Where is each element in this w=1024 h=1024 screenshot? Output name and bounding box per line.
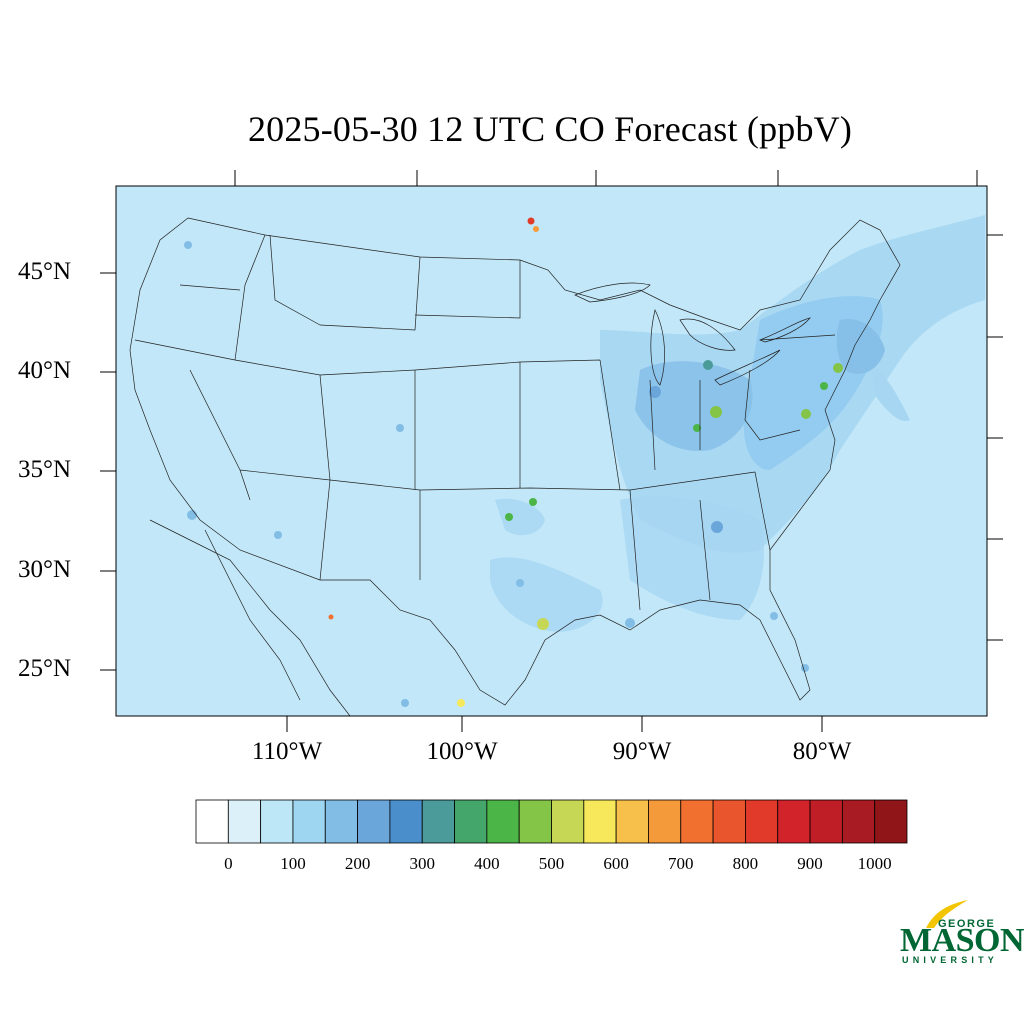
hotspot-houston — [537, 618, 549, 630]
colorbar-tick-label: 700 — [668, 854, 694, 873]
colorbar — [195, 799, 908, 844]
us-outline — [129, 217, 901, 706]
atlantic-plume — [870, 360, 910, 421]
colorbar-swatch-11 — [551, 799, 585, 844]
right-ticks — [987, 234, 1003, 641]
colorbar-tick-label: 400 — [474, 854, 500, 873]
hotspot-washington — [801, 409, 811, 419]
lon-label-100w: 100°W — [426, 738, 498, 765]
colorbar-tick-label: 500 — [538, 854, 565, 873]
hotspot-nyc — [833, 363, 843, 373]
hotspot-lake-superior-2 — [533, 226, 539, 232]
lon-label-90w: 90°W — [612, 738, 672, 765]
logo-university: UNIVERSITY — [902, 955, 999, 965]
colorbar-swatch-10 — [518, 799, 552, 844]
hotspot-ohio — [710, 406, 722, 418]
hotspot-seattle — [184, 241, 192, 249]
colorbar-swatch-3 — [292, 799, 326, 844]
logo-mason: MASON — [900, 922, 1024, 959]
colorbar-swatch-16 — [712, 799, 746, 844]
map-frame — [115, 185, 988, 717]
logo-george: GEORGE — [938, 918, 996, 930]
colorbar-swatch-1 — [227, 799, 262, 844]
lat-label-30: 30°N — [18, 556, 72, 583]
hotspot-philadelphia — [820, 382, 828, 390]
map-title: 2025-05-30 12 UTC CO Forecast (ppbV) — [247, 109, 853, 149]
colorbar-swatch-2 — [260, 799, 294, 844]
gmu-logo: GEORGE MASON UNIVERSITY — [898, 896, 1024, 968]
hotspot-los-angeles — [187, 510, 197, 520]
hotspot-tulsa — [529, 498, 537, 506]
great-lakes — [574, 282, 811, 386]
colorbar-tick-label: 200 — [344, 854, 371, 873]
lat-label-35: 35°N — [18, 456, 72, 483]
colorbar-tick-label: 100 — [280, 854, 306, 873]
lat-label-45: 45°N — [18, 258, 72, 285]
colorbar-swatch-7 — [421, 799, 455, 844]
top-ticks — [234, 170, 978, 186]
gulf-coast-haze — [490, 557, 603, 632]
hotspot-el-paso — [328, 614, 334, 620]
mexico-outline — [149, 519, 351, 716]
colorbar-swatch-15 — [680, 799, 714, 844]
colorbar-swatch-9 — [486, 799, 520, 844]
lat-label-40: 40°N — [18, 357, 72, 384]
hotspot-monterrey — [457, 699, 465, 707]
leaf-icon — [926, 900, 968, 928]
colorbar-swatch-0 — [195, 799, 229, 844]
hotspot-oklahoma-city — [505, 513, 513, 521]
colorbar-tick-label: 0 — [224, 854, 233, 873]
hotspot-atlanta — [711, 521, 723, 533]
southeast-haze — [620, 496, 764, 620]
state-lines — [134, 234, 836, 611]
colorbar-swatch-21 — [874, 799, 908, 844]
hotspot-detroit — [703, 360, 713, 370]
co-field — [184, 215, 985, 707]
hotspot-chicago — [649, 386, 661, 398]
colorbar-swatch-20 — [841, 799, 876, 844]
colorbar-swatch-6 — [389, 799, 423, 844]
hotspot-phoenix — [274, 531, 282, 539]
colorbar-swatch-5 — [357, 799, 391, 844]
colorbar-tick-label: 300 — [409, 854, 435, 873]
colorbar-tick-label: 900 — [797, 854, 823, 873]
texas-haze — [495, 498, 545, 536]
colorbar-swatch-18 — [777, 799, 811, 844]
lat-label-25: 25°N — [18, 655, 72, 682]
left-ticks — [100, 272, 116, 671]
colorbar-swatch-19 — [809, 799, 843, 844]
colorbar-swatch-14 — [648, 799, 682, 844]
hotspot-lake-superior — [527, 217, 535, 225]
colorbar-swatch-12 — [583, 799, 617, 844]
colorbar-swatch-17 — [745, 799, 779, 844]
bottom-ticks — [286, 716, 823, 732]
colorbar-swatch-13 — [615, 799, 649, 844]
hotspot-mexico — [401, 699, 409, 707]
hotspot-austin — [516, 579, 524, 587]
hotspot-denver — [396, 424, 404, 432]
hotspot-indiana — [693, 424, 701, 432]
lon-label-80w: 80°W — [792, 738, 852, 765]
lon-label-110w: 110°W — [251, 738, 323, 765]
boundaries — [129, 217, 901, 716]
colorbar-swatch-8 — [454, 799, 488, 844]
hotspot-new-orleans — [625, 618, 635, 628]
colorbar-tick-label: 1000 — [857, 854, 892, 873]
colorbar-tick-label: 600 — [603, 854, 629, 873]
colorbar-swatch-4 — [324, 799, 358, 844]
hotspot-tampa — [770, 612, 778, 620]
colorbar-tick-label: 800 — [732, 854, 759, 873]
